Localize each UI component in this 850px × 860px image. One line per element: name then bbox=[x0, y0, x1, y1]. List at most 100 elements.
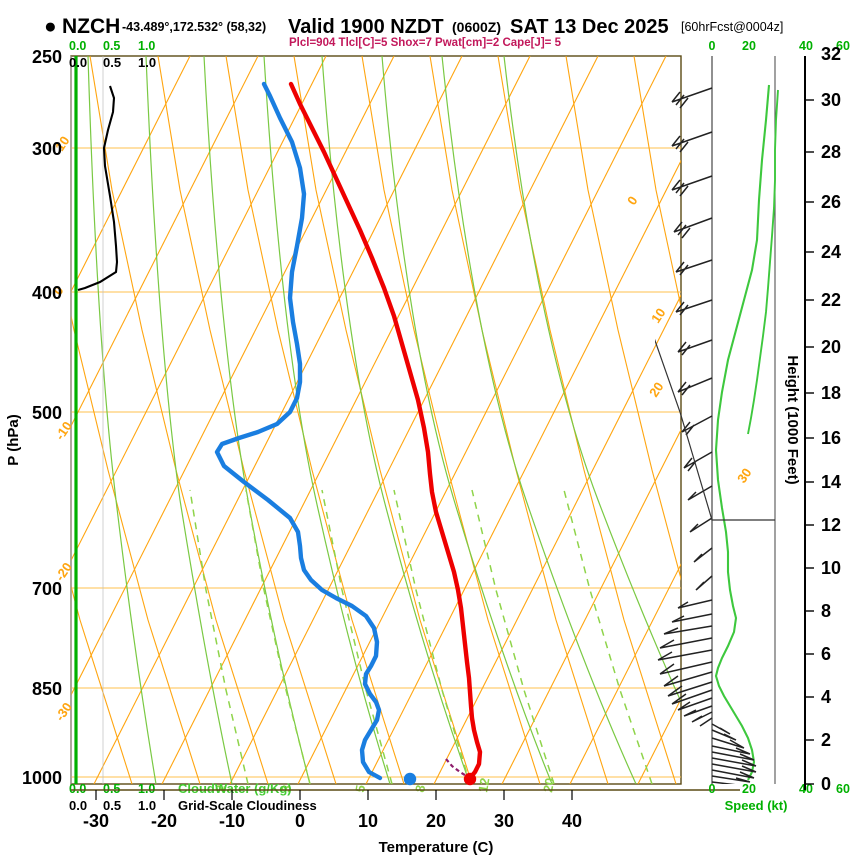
temperature-curve bbox=[288, 81, 483, 781]
pressure-tick-400: 400 bbox=[32, 283, 62, 303]
wind-speed-curve bbox=[714, 84, 771, 781]
station-marker: ● bbox=[44, 15, 57, 38]
height-tick-4: 4 bbox=[821, 687, 831, 707]
temp-tick-20: 20 bbox=[426, 811, 446, 831]
speed-btick-40: 40 bbox=[799, 782, 813, 796]
cloudiness-tick-1: 0.5 bbox=[103, 55, 121, 70]
height-tick-12: 12 bbox=[821, 515, 841, 535]
temperature-axis-label: Temperature (C) bbox=[379, 839, 494, 856]
speed-tick-60: 60 bbox=[836, 39, 850, 53]
forecast-tag: [60hrFcst@0004z] bbox=[681, 20, 783, 34]
cloudwater-btick-2: 1.0 bbox=[138, 782, 155, 796]
svg-text:20: 20 bbox=[540, 777, 557, 794]
height-tick-30: 30 bbox=[821, 90, 841, 110]
svg-text:10: 10 bbox=[648, 305, 669, 325]
station-id: NZCH bbox=[62, 15, 120, 38]
cloudiness-tick-2: 1.0 bbox=[138, 55, 156, 70]
speed-axis-label: Speed (kt) bbox=[725, 798, 788, 813]
station-coords: -43.489°,172.532° (58,32) bbox=[122, 20, 266, 34]
pressure-tick-500: 500 bbox=[32, 403, 62, 423]
speed-tick-40: 40 bbox=[799, 39, 813, 53]
surface-markers bbox=[403, 772, 477, 786]
cloudiness-scale-top: 0.0 0.5 1.0 bbox=[69, 55, 156, 70]
height-axis-label: Height (1000 Feet) bbox=[784, 355, 801, 484]
isobar-gridlines bbox=[71, 147, 681, 778]
valid-date: SAT 13 Dec 2025 bbox=[510, 16, 669, 38]
svg-text:8: 8 bbox=[412, 784, 428, 794]
temp-tick-30: 30 bbox=[494, 811, 514, 831]
temp-tick-40: 40 bbox=[562, 811, 582, 831]
svg-text:20: 20 bbox=[646, 379, 667, 399]
height-curve bbox=[747, 89, 779, 435]
height-tick-20: 20 bbox=[821, 337, 841, 357]
cloudwater-zero-axis bbox=[70, 56, 104, 784]
mixing-ratio-lines bbox=[189, 489, 653, 784]
cloudiness-scale-bottom: 0.0 0.5 1.0 Grid-Scale Cloudiness bbox=[69, 798, 317, 813]
height-tick-18: 18 bbox=[821, 383, 841, 403]
height-tick-8: 8 bbox=[821, 601, 831, 621]
speed-btick-20: 20 bbox=[742, 782, 756, 796]
height-tick-32: 32 bbox=[821, 44, 841, 64]
cloudwater-scale-bottom: 0.0 0.5 1.0 CloudWater (g/Kg) bbox=[69, 781, 292, 796]
cloudiness-btick-1: 0.5 bbox=[103, 798, 121, 813]
height-axis: 0 2 4 6 8 10 12 14 16 18 20 22 24 26 28 … bbox=[784, 44, 841, 794]
cloudiness-btick-2: 1.0 bbox=[138, 798, 156, 813]
height-tick-0: 0 bbox=[821, 774, 831, 794]
cloudwater-legend-label: CloudWater (g/Kg) bbox=[178, 781, 292, 796]
height-tick-10: 10 bbox=[821, 558, 841, 578]
speed-btick-60: 60 bbox=[836, 782, 850, 796]
svg-text:5: 5 bbox=[352, 784, 368, 794]
height-tick-16: 16 bbox=[821, 428, 841, 448]
pressure-tick-300: 300 bbox=[32, 139, 62, 159]
pressure-axis: 250 300 400 500 700 850 1000 P (hPa) bbox=[5, 47, 62, 788]
temp-tick--10: -10 bbox=[219, 811, 245, 831]
speed-tick-0: 0 bbox=[709, 39, 716, 53]
cloudiness-tick-0: 0.0 bbox=[69, 55, 87, 70]
temp-tick-10: 10 bbox=[358, 811, 378, 831]
height-tick-6: 6 bbox=[821, 644, 831, 664]
svg-text:2: 2 bbox=[212, 784, 228, 794]
height-tick-24: 24 bbox=[821, 242, 841, 262]
pressure-tick-250: 250 bbox=[32, 47, 62, 67]
temperature-axis: -30 -20 -10 0 10 20 30 40 Temperature (C… bbox=[71, 789, 740, 856]
svg-text:10: 10 bbox=[52, 133, 73, 153]
height-tick-28: 28 bbox=[821, 142, 841, 162]
valid-time: Valid 1900 NZDT bbox=[288, 16, 444, 38]
temp-tick--20: -20 bbox=[151, 811, 177, 831]
pressure-tick-1000: 1000 bbox=[22, 768, 62, 788]
height-tick-26: 26 bbox=[821, 192, 841, 212]
isotherm-labels: 10 0 -10 -20 -30 0 10 20 30 bbox=[50, 133, 755, 723]
isotherm-lines bbox=[71, 56, 681, 784]
speed-btick-0: 0 bbox=[709, 782, 716, 796]
cloudwater-scale-top: 0.0 0.5 1.0 bbox=[69, 39, 155, 53]
height-tick-14: 14 bbox=[821, 472, 841, 492]
wind-barbs bbox=[655, 87, 775, 784]
dewpoint-curve bbox=[214, 81, 383, 781]
cloudwater-tick-1: 0.5 bbox=[103, 39, 120, 53]
height-tick-22: 22 bbox=[821, 290, 841, 310]
speed-tick-20: 20 bbox=[742, 39, 756, 53]
parcel-path bbox=[445, 758, 469, 778]
cloudwater-btick-1: 0.5 bbox=[103, 782, 120, 796]
cloudiness-btick-0: 0.0 bbox=[69, 798, 87, 813]
cloudwater-btick-0: 0.0 bbox=[69, 782, 86, 796]
pressure-tick-700: 700 bbox=[32, 579, 62, 599]
pressure-tick-850: 850 bbox=[32, 679, 62, 699]
surface-temperature-dot bbox=[463, 772, 477, 786]
height-tick-2: 2 bbox=[821, 730, 831, 750]
temp-tick--30: -30 bbox=[83, 811, 109, 831]
valid-time-utc: (0600Z) bbox=[452, 19, 501, 35]
pressure-axis-label: P (hPa) bbox=[5, 414, 22, 465]
svg-text:3: 3 bbox=[278, 784, 294, 794]
svg-text:12: 12 bbox=[475, 777, 492, 794]
cloudwater-tick-0: 0.0 bbox=[69, 39, 86, 53]
svg-text:0: 0 bbox=[624, 193, 640, 207]
dry-adiabat-lines bbox=[71, 56, 681, 784]
cloudiness-curve bbox=[77, 85, 119, 292]
surface-dewpoint-dot bbox=[403, 772, 417, 786]
sounding-parameters: Plcl=904 Tlcl[C]=5 Shox=7 Pwat[cm]=2 Cap… bbox=[289, 37, 562, 49]
cloudwater-tick-2: 1.0 bbox=[138, 39, 155, 53]
header-row: ● NZCH -43.489°,172.532° (58,32) Valid 1… bbox=[44, 15, 783, 49]
